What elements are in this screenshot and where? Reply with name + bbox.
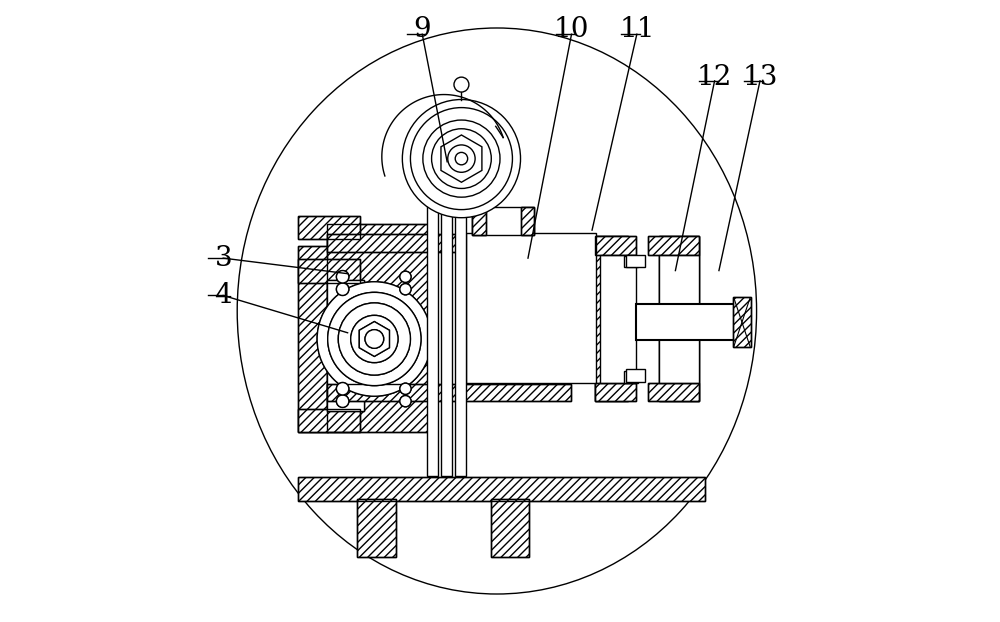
Circle shape [423, 120, 500, 197]
Ellipse shape [237, 28, 757, 594]
Circle shape [336, 271, 349, 283]
Bar [648, 383, 699, 401]
Polygon shape [441, 135, 482, 182]
Bar [472, 207, 486, 235]
Circle shape [317, 282, 432, 396]
Circle shape [365, 330, 384, 348]
Circle shape [336, 283, 349, 295]
Bar [455, 202, 466, 476]
Circle shape [448, 145, 475, 172]
Text: 4: 4 [214, 282, 232, 309]
Bar [595, 383, 636, 401]
Bar [472, 207, 534, 235]
Bar [624, 256, 638, 267]
Bar [624, 371, 638, 383]
Text: 3: 3 [214, 244, 232, 272]
Bar [298, 246, 328, 432]
Polygon shape [359, 322, 389, 356]
Bar [327, 224, 430, 432]
Bar [648, 383, 699, 401]
Circle shape [455, 152, 468, 165]
Bar [327, 384, 571, 401]
Text: 12: 12 [697, 64, 732, 91]
Circle shape [402, 100, 521, 218]
Text: 11: 11 [619, 16, 655, 44]
Bar [659, 255, 699, 383]
Bar [298, 477, 705, 501]
Bar [327, 234, 571, 252]
Bar [595, 383, 636, 401]
Bar [466, 233, 596, 383]
Bar [733, 297, 751, 347]
Bar [298, 477, 705, 501]
Circle shape [400, 383, 411, 394]
Bar [595, 236, 628, 401]
Circle shape [454, 77, 469, 92]
Bar [327, 234, 571, 252]
Bar [595, 236, 636, 255]
Bar [733, 297, 751, 347]
Bar [521, 207, 534, 235]
Bar [298, 216, 360, 239]
Circle shape [410, 108, 512, 210]
Bar [298, 409, 360, 432]
Bar [327, 280, 364, 411]
Circle shape [336, 395, 349, 407]
Circle shape [400, 271, 411, 282]
Bar [659, 236, 699, 401]
Bar [600, 255, 636, 383]
Text: 10: 10 [554, 16, 589, 44]
Bar [521, 207, 534, 235]
Bar [491, 499, 529, 557]
Text: 9: 9 [413, 16, 431, 44]
Bar [357, 499, 396, 557]
Bar [491, 499, 529, 557]
Circle shape [400, 383, 411, 394]
Bar [626, 255, 645, 267]
Circle shape [400, 284, 411, 295]
Bar [595, 236, 628, 401]
Circle shape [351, 315, 398, 363]
Circle shape [400, 396, 411, 407]
Circle shape [328, 292, 421, 386]
Bar [626, 369, 645, 382]
Circle shape [351, 315, 398, 363]
Text: 13: 13 [742, 64, 778, 91]
Bar [298, 259, 360, 283]
Circle shape [336, 271, 349, 283]
Circle shape [336, 283, 349, 295]
Circle shape [328, 292, 421, 386]
Circle shape [365, 330, 384, 348]
Circle shape [400, 396, 411, 407]
Bar [659, 236, 699, 401]
Bar [298, 216, 360, 239]
Bar [357, 499, 396, 557]
Bar [298, 259, 360, 283]
Circle shape [432, 129, 491, 188]
Bar [636, 304, 738, 340]
Circle shape [336, 383, 349, 395]
Circle shape [338, 303, 410, 375]
Circle shape [400, 284, 411, 295]
Circle shape [336, 383, 349, 395]
Circle shape [336, 395, 349, 407]
Circle shape [338, 303, 410, 375]
Circle shape [317, 282, 432, 396]
Bar [298, 409, 360, 432]
Bar [327, 224, 430, 432]
Bar [327, 384, 571, 401]
Bar [595, 236, 636, 255]
Bar [298, 246, 328, 432]
Polygon shape [359, 322, 389, 356]
Bar [325, 336, 338, 367]
Bar [427, 202, 438, 476]
Bar [327, 280, 364, 411]
Bar [472, 207, 486, 235]
Bar [441, 202, 452, 476]
Circle shape [400, 271, 411, 282]
Bar [648, 236, 699, 255]
Bar [648, 236, 699, 255]
